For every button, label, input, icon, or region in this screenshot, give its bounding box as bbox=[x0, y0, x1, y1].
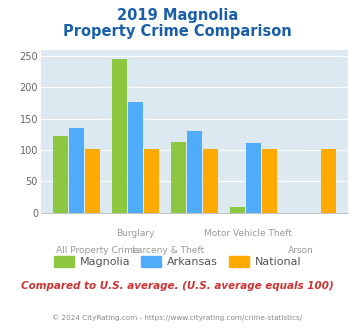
Bar bbox=[53, 136, 68, 213]
Bar bbox=[187, 131, 202, 213]
Bar bbox=[246, 143, 261, 213]
Text: Burglary: Burglary bbox=[116, 229, 154, 238]
Text: All Property Crime: All Property Crime bbox=[56, 246, 138, 254]
Bar bbox=[84, 149, 100, 213]
Text: 2019 Magnolia: 2019 Magnolia bbox=[117, 8, 238, 23]
Text: © 2024 CityRating.com - https://www.cityrating.com/crime-statistics/: © 2024 CityRating.com - https://www.city… bbox=[53, 314, 302, 321]
Text: Property Crime Comparison: Property Crime Comparison bbox=[63, 24, 292, 39]
Legend: Magnolia, Arkansas, National: Magnolia, Arkansas, National bbox=[50, 251, 305, 271]
Bar bbox=[262, 149, 277, 213]
Bar bbox=[128, 102, 143, 213]
Bar bbox=[321, 149, 336, 213]
Bar bbox=[171, 143, 186, 213]
Bar bbox=[112, 59, 127, 213]
Bar bbox=[203, 149, 218, 213]
Text: Arson: Arson bbox=[288, 246, 313, 254]
Text: Larceny & Theft: Larceny & Theft bbox=[132, 246, 204, 254]
Text: Compared to U.S. average. (U.S. average equals 100): Compared to U.S. average. (U.S. average … bbox=[21, 281, 334, 291]
Bar bbox=[230, 207, 245, 213]
Text: Motor Vehicle Theft: Motor Vehicle Theft bbox=[203, 229, 291, 238]
Bar bbox=[69, 128, 84, 213]
Bar bbox=[143, 149, 159, 213]
